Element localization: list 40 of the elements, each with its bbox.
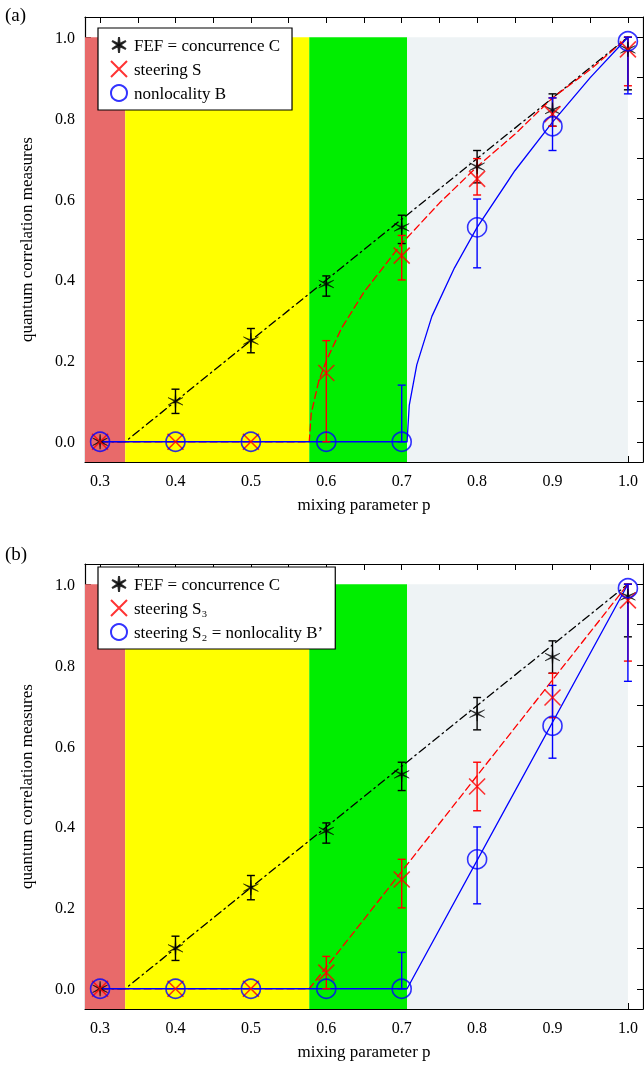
legend-label: FEF = concurrence C xyxy=(134,574,281,594)
y-tick-label: 0.6 xyxy=(55,190,75,208)
y-axis-title: quantum correlation measures xyxy=(17,137,36,342)
x-tick-label: 0.5 xyxy=(240,1018,261,1036)
y-tick-label: 1.0 xyxy=(55,28,75,46)
chart-title: (b) xyxy=(5,543,28,565)
legend-label: nonlocality B xyxy=(134,83,227,103)
x-tick-label: 0.9 xyxy=(542,471,563,489)
x-tick-label: 0.4 xyxy=(165,471,186,489)
legend-label: FEF = concurrence C xyxy=(134,35,281,55)
y-tick-label: 0.2 xyxy=(55,352,75,370)
x-tick-label: 0.3 xyxy=(90,471,111,489)
x-tick-label: 0.8 xyxy=(467,1018,488,1036)
legend-label: steering S xyxy=(134,59,202,79)
x-tick-label: 0.7 xyxy=(391,471,412,489)
chart-title: (a) xyxy=(5,4,27,26)
y-tick-label: 1.0 xyxy=(55,575,75,593)
y-tick-label: 0.4 xyxy=(55,271,75,289)
x-tick-label: 0.3 xyxy=(90,1018,111,1036)
x-tick-label: 0.4 xyxy=(165,1018,186,1036)
legend-label: steering S₂ = nonlocality B’ xyxy=(134,622,324,642)
x-axis-title: mixing parameter p xyxy=(297,495,431,514)
y-tick-label: 0.4 xyxy=(55,818,75,836)
y-tick-label: 0.8 xyxy=(55,656,75,674)
x-tick-label: 1.0 xyxy=(617,1018,638,1036)
x-tick-label: 0.9 xyxy=(542,1018,563,1036)
y-tick-label: 0.6 xyxy=(55,737,75,755)
x-axis-title: mixing parameter p xyxy=(297,1042,431,1061)
y-tick-label: 0.2 xyxy=(55,899,75,917)
y-axis-title: quantum correlation measures xyxy=(17,684,36,889)
x-tick-label: 0.5 xyxy=(240,471,261,489)
y-tick-label: 0.8 xyxy=(55,109,75,127)
x-tick-label: 0.8 xyxy=(467,471,488,489)
y-tick-label: 0.0 xyxy=(55,433,75,451)
legend-label: steering S₃ xyxy=(134,598,208,618)
y-tick-label: 0.0 xyxy=(55,980,75,998)
x-tick-label: 0.6 xyxy=(316,471,337,489)
x-tick-label: 1.0 xyxy=(617,471,638,489)
x-tick-label: 0.6 xyxy=(316,1018,337,1036)
x-tick-label: 0.7 xyxy=(391,1018,412,1036)
